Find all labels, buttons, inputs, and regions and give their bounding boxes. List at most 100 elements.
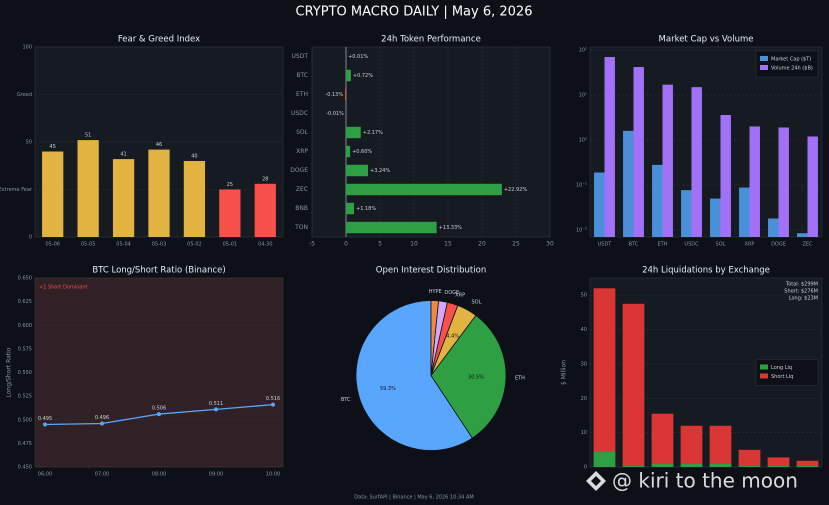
y-tick-label: USDC [291,110,308,117]
bar [797,233,808,237]
x-tick-label: 07:00 [95,472,109,478]
slice-percent: 59.3% [380,386,396,392]
bar-segment [651,413,674,464]
data-label: +3.24% [370,168,390,174]
bar [42,151,64,237]
annotation: Total: $299M [785,282,818,288]
bar [633,67,644,238]
bar [346,145,351,158]
x-tick-label: 05-04 [116,242,131,248]
x-tick-label: 05-01 [223,242,238,248]
data-label: 0.506 [152,406,166,412]
data-label: +0.01% [348,54,368,60]
y-tick-label: Extreme Fear [0,187,33,193]
data-label: +22.92% [504,187,528,193]
x-tick-label: 09:00 [209,472,223,478]
x-tick-label: 10 [410,241,418,248]
bar [112,159,135,237]
chart-title: Fear & Greed Index [118,35,200,45]
y-tick-label: ZEC [296,186,308,193]
x-tick-label: USDT [598,242,613,248]
pie-slice [355,300,473,451]
x-tick-label: 5 [378,241,382,248]
bar-segment [796,460,819,466]
bar [254,183,276,237]
x-tick-label: XRP [745,242,755,248]
x-tick-label: 05-02 [187,242,202,248]
x-tick-label: 10:00 [266,472,280,478]
legend-swatch [760,364,768,370]
bar [604,57,615,237]
bar-segment [622,303,645,466]
chart-title: 24h Token Performance [381,35,481,45]
bar-segment [593,288,616,452]
data-label: -0.01% [326,111,344,117]
y-tick-label: 50 [581,293,587,299]
slice-label: ETH [515,375,525,381]
bar [681,190,692,237]
y-tick-label: 0 [584,465,587,471]
footer: Data: SurfAPI | Binance | May 6, 2026 10… [354,495,473,501]
data-label: +0.72% [353,73,373,79]
bar-segment [738,449,761,466]
bar [710,198,721,237]
chart-title: Open Interest Distribution [376,266,486,276]
bar-segment [767,457,790,466]
data-label: +13.33% [439,225,463,231]
bar-segment [593,451,616,467]
data-label: 45 [50,144,56,150]
bar [807,136,818,237]
bar [346,202,355,215]
data-label: 0.511 [209,401,223,407]
bar [77,140,99,237]
watermark: @ kiri to the moon [612,469,798,493]
pie-slice [430,314,507,439]
point [214,407,218,412]
legend-swatch [760,65,768,70]
bar [739,187,750,237]
y-tick-label: 0.600 [18,323,32,329]
chart-title: BTC Long/Short Ratio (Binance) [92,266,225,276]
bar [346,126,361,139]
bar [662,84,673,238]
chart-title: 24h Liquidations by Exchange [642,266,770,276]
y-tick-label: USDT [292,53,309,60]
y-tick-label: 30 [581,361,587,367]
data-label: 51 [85,133,91,139]
y-tick-label: 10¹ [579,93,587,99]
x-tick-label: 15 [444,241,452,248]
annotation: <1 Short Dominant [39,285,88,291]
data-label: 41 [120,152,126,158]
y-tick-label: DOGE [290,167,308,174]
x-tick-label: ZEC [802,242,813,248]
pie-slice [430,300,439,376]
bar-segment [651,463,674,467]
y-tick-label: 0.475 [18,441,32,447]
y-tick-label: 0.550 [18,370,32,376]
watermark-icon [586,471,606,491]
y-tick-label: 0.650 [18,276,32,282]
bar [691,87,702,237]
y-tick-label: 0.525 [18,394,32,400]
y-tick-label: 10 [581,430,587,436]
y-tick-label: 0.625 [18,299,32,305]
y-tick-label: 0.450 [18,465,32,471]
bar [652,164,663,237]
x-tick-label: -5 [309,241,315,248]
y-axis-label: $ Million [561,360,568,385]
bar [345,88,346,101]
annotation: Short: $276M [784,289,818,295]
point [100,421,104,426]
y-tick-label: TON [294,224,308,231]
y-tick-label: 100 [22,45,32,51]
y-tick-label: 50 [26,140,32,146]
x-tick-label: ETH [658,242,668,248]
data-label: 0.516 [266,396,280,402]
bar [720,115,731,237]
y-tick-label: 10² [579,48,587,54]
data-label: 25 [227,182,233,188]
bar [623,130,634,237]
x-tick-label: DOGE [771,242,786,248]
